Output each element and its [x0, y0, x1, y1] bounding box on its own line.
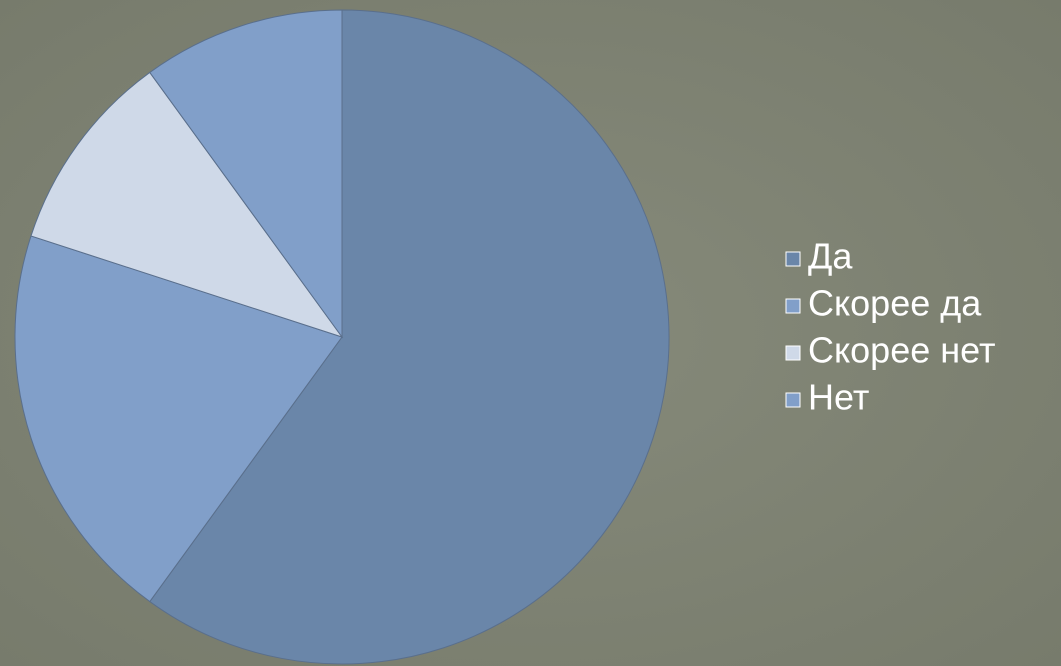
pie	[14, 9, 670, 665]
pie-slice	[149, 9, 670, 665]
legend: Да Скорее да Скорее нет Нет	[785, 236, 995, 418]
legend-swatch	[785, 345, 801, 361]
legend-swatch	[785, 251, 801, 267]
legend-label: Да	[808, 236, 853, 277]
legend-swatch	[785, 392, 801, 408]
legend-label: Нет	[808, 377, 869, 418]
pie-slice	[14, 235, 343, 603]
pie-slice	[149, 9, 343, 339]
legend-label: Скорее нет	[808, 330, 995, 371]
legend-label: Скорее да	[808, 283, 982, 324]
legend-swatch	[785, 298, 801, 314]
pie-slice	[30, 71, 344, 338]
